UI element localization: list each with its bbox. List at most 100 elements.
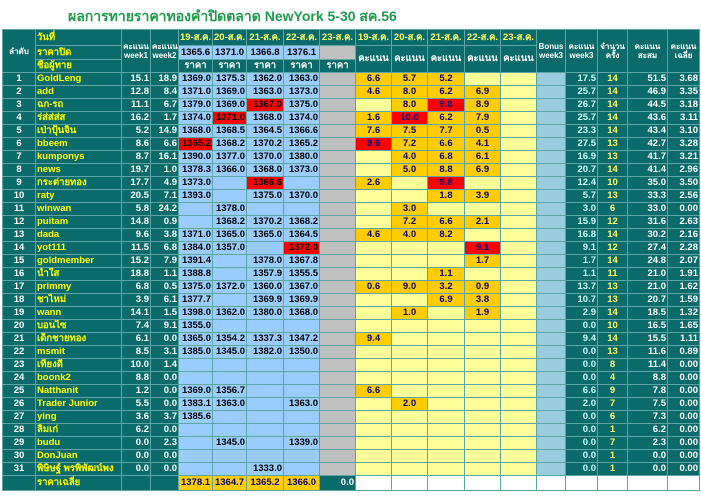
count: 6	[597, 410, 628, 424]
week-score: 14.9	[150, 124, 179, 138]
day-score	[355, 150, 392, 164]
price-guess	[246, 449, 284, 463]
price-guess: 1345.0	[212, 436, 247, 450]
day-score: 6.9	[464, 163, 501, 177]
week3-score: 25.7	[565, 85, 598, 99]
player-name: bbeem	[35, 137, 122, 151]
day-score: 3.9	[464, 189, 501, 203]
price-guess	[212, 358, 247, 372]
day-score	[391, 267, 428, 281]
day-score: 6.2	[427, 111, 465, 125]
bonus	[536, 163, 566, 177]
day-score: 10.0	[391, 111, 428, 125]
price-guess: 1368.2	[283, 215, 320, 229]
week-score: 7.1	[150, 189, 179, 203]
data-row: 26 Trader Junior 5.5 0.0 1383.1 1363.0 1363.0 2…	[2, 397, 700, 411]
day-score	[500, 111, 537, 125]
week-score: 1.7	[150, 111, 179, 125]
price-guess: 1377.0	[212, 150, 247, 164]
price-guess	[212, 319, 247, 333]
day-score	[427, 332, 465, 346]
data-row: 28 ลิ้มเก่ 6.2 0.0 0.0 1 6.2 0.00	[2, 423, 700, 437]
date-label: วันที่	[35, 29, 122, 46]
day-score	[500, 189, 537, 203]
close-label: ราคาปิด	[35, 45, 122, 60]
week-score: 0.0	[121, 449, 151, 463]
bonus	[536, 293, 566, 307]
total-score: 16.5	[627, 319, 668, 333]
day-score: 5.2	[427, 72, 465, 86]
day-score	[355, 306, 392, 320]
price-guess	[319, 436, 356, 450]
price-guess	[212, 254, 247, 268]
week3-header: คะแนน week3	[565, 29, 598, 73]
cell	[464, 475, 501, 491]
price-guess	[178, 358, 213, 372]
price-guess	[283, 202, 320, 216]
week-score: 16.2	[121, 111, 151, 125]
price-guess	[319, 358, 356, 372]
week-score: 8.6	[121, 137, 151, 151]
data-row: 23 เที่ยงดี 10.0 1.4 0.0 8 11.4 0.00	[2, 358, 700, 372]
price-guess: 1375.3	[212, 72, 247, 86]
price-guess	[246, 436, 284, 450]
week-score: 6.1	[121, 332, 151, 346]
avg-score: 1.11	[667, 332, 700, 346]
day-score	[500, 423, 537, 437]
avg-score: 1.32	[667, 306, 700, 320]
price-guess	[319, 267, 356, 281]
count: 12	[597, 241, 628, 255]
data-row: 27 ying 3.6 3.7 1385.6 0.0 6 7.3 0.00	[2, 410, 700, 424]
price-guess: 1362.0	[246, 72, 284, 86]
avg-score: 0.00	[667, 423, 700, 437]
day-score	[500, 293, 537, 307]
day-score	[500, 397, 537, 411]
total-score: 11.4	[627, 358, 668, 372]
rank: 14	[2, 241, 36, 255]
price-guess: 1368.2	[212, 215, 247, 229]
day-score	[427, 384, 465, 398]
price-guess: 1370.2	[246, 215, 284, 229]
week-score: 0.5	[150, 280, 179, 294]
week-score: 0.0	[150, 332, 179, 346]
data-row: 18 ชาไหม่ 3.9 6.1 1377.7 1369.9 1369.9 6.9 3.8 10…	[2, 293, 700, 307]
day-score: 7.2	[391, 137, 428, 151]
price-guess: 1378.0	[246, 254, 284, 268]
day-score	[464, 436, 501, 450]
total-score: 33.3	[627, 189, 668, 203]
day-score: 3.0	[391, 202, 428, 216]
week-score: 0.0	[121, 462, 151, 476]
close-price: 1365.6	[178, 45, 213, 60]
rank: 2	[2, 85, 36, 99]
count: 8	[597, 358, 628, 372]
price-guess: 1366.6	[246, 176, 284, 190]
price-guess	[246, 358, 284, 372]
price-guess: 1360.0	[246, 280, 284, 294]
total-score: 7.5	[627, 397, 668, 411]
day-score	[500, 85, 537, 99]
count: 13	[597, 280, 628, 294]
count: 13	[597, 137, 628, 151]
day-score	[500, 319, 537, 333]
day-score	[500, 462, 537, 476]
week-score: 1.2	[121, 384, 151, 398]
week-score: 3.1	[150, 345, 179, 359]
week-score: 8.4	[150, 85, 179, 99]
week-score: 19.7	[121, 163, 151, 177]
data-row: 20 บอนไซ 7.4 9.1 1355.0 0.0 10 16.5 1.65	[2, 319, 700, 333]
bonus	[536, 306, 566, 320]
total-score: 30.2	[627, 228, 668, 242]
total-score: 21.0	[627, 267, 668, 281]
player-name: พิษิษฐ์ พรพิพัฒน์พง	[35, 462, 122, 476]
bonus	[536, 345, 566, 359]
week3-score: 9.4	[565, 332, 598, 346]
price-guess	[319, 462, 356, 476]
price-guess	[246, 384, 284, 398]
bonus	[536, 371, 566, 385]
bonus	[536, 124, 566, 138]
rank: 3	[2, 98, 36, 112]
price-guess: 1364.5	[283, 228, 320, 242]
day-score: 8.0	[391, 85, 428, 99]
price-guess	[246, 423, 284, 437]
price-guess: 1375.0	[246, 189, 284, 203]
